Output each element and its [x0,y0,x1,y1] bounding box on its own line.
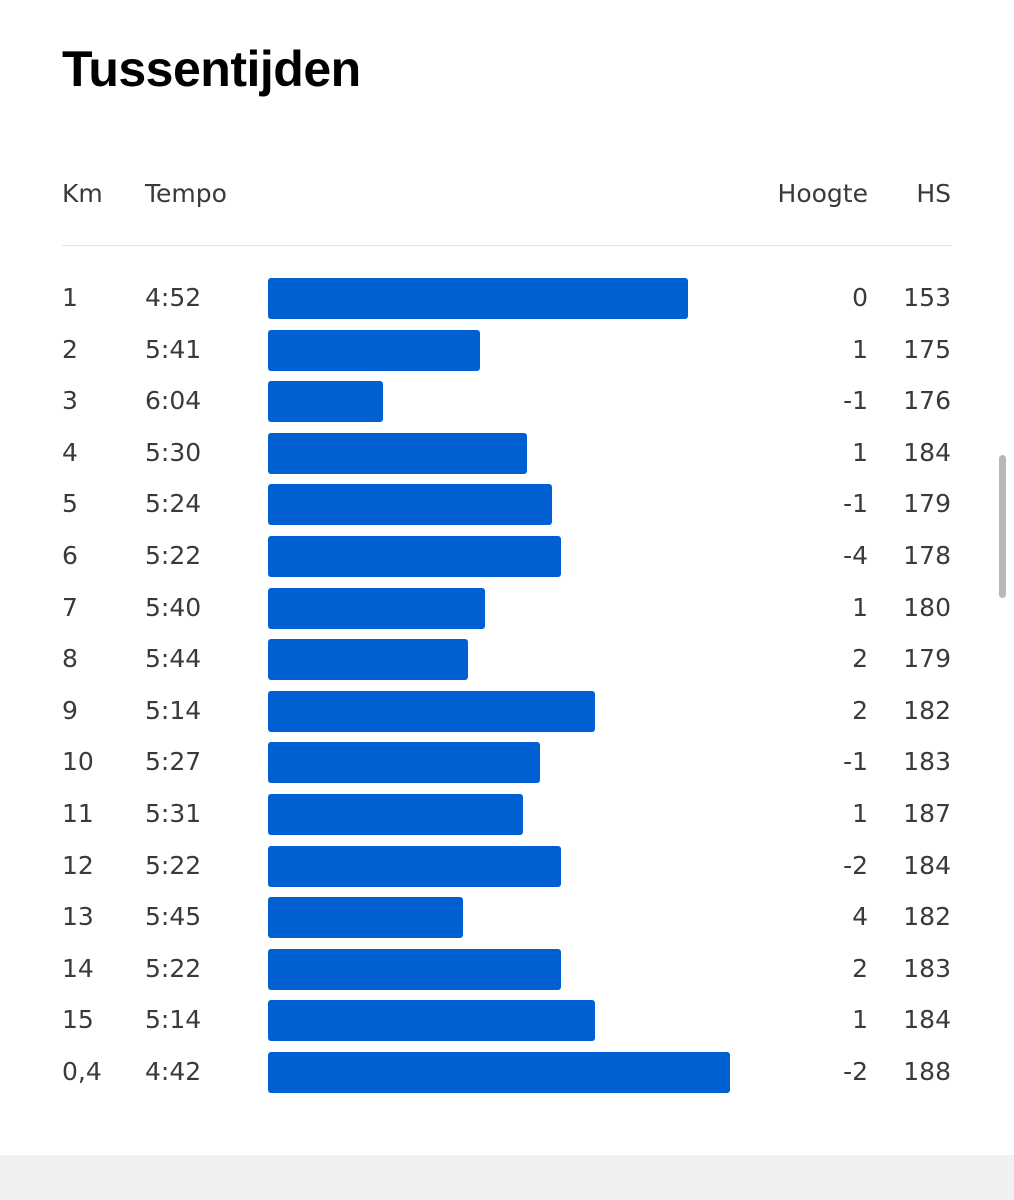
km: 8 [62,644,78,674]
tempo: 5:30 [145,437,202,467]
km: 12 [62,850,94,880]
hs: 176 [903,386,951,416]
hs: 179 [903,489,951,519]
pace-bar [268,1052,730,1093]
hs: 182 [903,902,951,932]
km: 0,4 [62,1057,102,1086]
hoogte: 4 [852,902,868,932]
km: 9 [62,695,78,725]
pace-bar [268,381,383,423]
km: 14 [62,953,94,983]
column-header: Km [62,179,103,208]
tempo: 5:27 [145,747,202,777]
hs: 183 [903,953,951,983]
hoogte: 1 [852,799,868,828]
pace-bar [268,690,595,732]
tempo: 4:42 [145,1057,202,1086]
km: 3 [62,386,78,416]
tempo: 5:14 [145,1005,202,1035]
hs: 175 [903,334,951,364]
pace-bar [268,897,464,939]
tempo: 5:22 [145,953,202,983]
km: 4 [62,437,78,467]
hoogte: 2 [852,953,868,983]
tempo: 5:40 [145,592,202,622]
hoogte: -4 [843,541,868,570]
hs: 179 [903,644,951,674]
column-header: Tempo [145,179,227,208]
hs: 180 [903,592,951,622]
hoogte: -2 [843,850,868,880]
hs: 187 [903,799,951,828]
tempo: 5:24 [145,489,202,519]
hoogte: 2 [852,695,868,725]
pace-bar [268,536,561,577]
pace-bar [268,432,527,474]
pace-bar [268,948,561,990]
hoogte: 2 [852,644,868,674]
hoogte: -1 [843,489,868,519]
hoogte: 1 [852,1005,868,1035]
km: 15 [62,1005,94,1035]
hoogte: -1 [843,386,868,416]
tempo: 6:04 [145,386,202,416]
tempo: 5:14 [145,695,202,725]
divider [62,245,952,246]
tempo: 4:52 [145,283,202,312]
km: 10 [62,747,94,777]
pace-bar [268,278,688,319]
tempo: 5:31 [145,799,202,828]
hoogte: 1 [852,592,868,622]
pace-bar [268,794,523,835]
pace-bar [268,845,561,887]
scrollbar[interactable] [999,455,1006,598]
km: 6 [62,541,78,570]
hoogte: -2 [843,1057,868,1086]
title: Tussentijden [62,41,361,97]
pace-bar [268,1000,595,1042]
pace-bar [268,484,553,526]
column-header: HS [916,179,951,208]
tempo: 5:41 [145,334,202,364]
hs: 183 [903,747,951,777]
pace-bar [268,329,481,371]
hoogte: 0 [852,283,868,312]
tempo: 5:22 [145,850,202,880]
pace-bar [268,742,540,784]
hs: 184 [903,1005,951,1035]
km: 13 [62,902,94,932]
hs: 153 [903,283,951,312]
column-header: Hoogte [777,179,868,208]
tempo: 5:44 [145,644,202,674]
hs: 184 [903,437,951,467]
hs: 184 [903,850,951,880]
tempo: 5:45 [145,902,202,932]
km: 5 [62,489,78,519]
footer [0,1155,1014,1200]
km: 2 [62,334,78,364]
hoogte: 1 [852,334,868,364]
hs: 182 [903,695,951,725]
hs: 188 [903,1057,951,1086]
hoogte: -1 [843,747,868,777]
tempo: 5:22 [145,541,202,570]
pace-bar [268,639,468,681]
pace-bar [268,587,485,629]
km: 7 [62,592,78,622]
km: 1 [62,283,78,312]
hoogte: 1 [852,437,868,467]
km: 11 [62,799,94,828]
hs: 178 [903,541,951,570]
